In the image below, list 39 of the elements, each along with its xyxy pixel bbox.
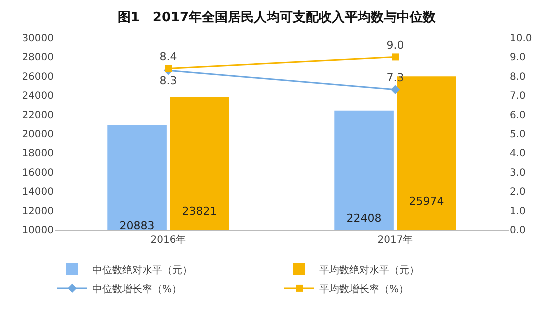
y2-tick-label: 9.0	[510, 52, 526, 64]
legend-label: 中位数绝对水平（元）	[92, 264, 192, 276]
y2-tick-label: 1.0	[510, 206, 526, 218]
data-label: 23821	[182, 205, 218, 218]
data-label: 8.4	[160, 50, 178, 64]
y2-tick-label: 0.0	[510, 226, 526, 236]
data-label: 9.0	[386, 39, 404, 52]
y-tick-label: 26000	[22, 72, 54, 83]
y2-tick-label: 6.0	[510, 110, 526, 122]
y-tick-label: 18000	[22, 148, 54, 160]
y-tick-label: 22000	[22, 110, 54, 122]
data-label: 20883	[120, 219, 155, 232]
point	[165, 65, 172, 72]
y-tick-label: 30000	[22, 34, 54, 44]
legend-label: 平均数绝对水平（元）	[320, 264, 420, 276]
point	[392, 54, 399, 61]
y2-tick-label: 10.0	[510, 34, 532, 44]
y-tick-label: 28000	[22, 52, 54, 64]
x-tick-label: 2017年	[378, 234, 414, 246]
data-label: 22408	[346, 212, 382, 225]
x-tick-label: 2016年	[150, 234, 186, 246]
point	[390, 85, 400, 94]
y2-tick-label: 4.0	[510, 148, 526, 160]
y-tick-label: 24000	[22, 91, 54, 102]
y2-tick-label: 2.0	[510, 187, 526, 198]
y-tick-label: 10000	[22, 226, 54, 236]
data-label: 25974	[409, 194, 444, 208]
legend-label: 中位数增长率（%）	[92, 283, 182, 296]
chart-title: 图1 2017年全国居民人均可支配收入平均数与中位数	[118, 10, 438, 26]
y-tick-label: 16000	[22, 168, 54, 179]
y-tick-label: 14000	[22, 187, 54, 198]
y2-tick-label: 3.0	[510, 168, 526, 179]
legend-label: 平均数增长率（%）	[320, 283, 410, 296]
y-tick-label: 20000	[22, 130, 54, 140]
y2-tick-label: 7.0	[510, 91, 526, 102]
y-tick-label: 12000	[22, 206, 54, 218]
y2-tick-label: 8.0	[510, 72, 526, 83]
data-label: 8.3	[160, 74, 178, 88]
y2-tick-label: 5.0	[510, 130, 526, 140]
